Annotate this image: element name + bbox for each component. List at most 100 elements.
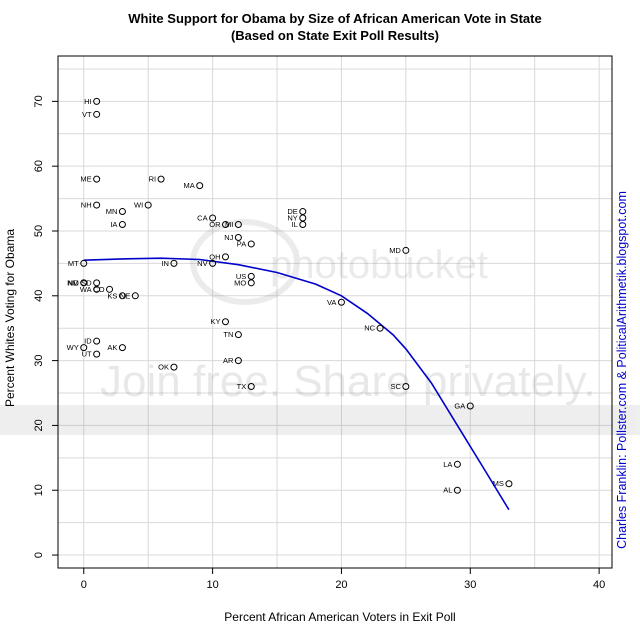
data-point-tx [247, 383, 255, 391]
point-label-mn: MN [106, 207, 118, 216]
data-point-nc [376, 324, 384, 332]
point-label-tn: TN [223, 330, 233, 339]
data-point-de [299, 208, 307, 216]
y-tick-label: 40 [33, 290, 45, 302]
data-point-la [453, 460, 461, 468]
point-label-ar: AR [223, 356, 234, 365]
point-label-wa: WA [80, 285, 92, 294]
y-tick-label: 0 [33, 552, 45, 558]
data-point-wy [80, 344, 88, 352]
data-point-va [337, 298, 345, 306]
data-point-mo [247, 279, 255, 287]
data-point-ri [157, 175, 165, 183]
point-label-nh: NH [81, 201, 92, 210]
point-label-ia: IA [110, 220, 117, 229]
point-label-ri: RI [149, 175, 157, 184]
point-label-sc: SC [390, 382, 401, 391]
data-point-ok [170, 363, 178, 371]
point-label-al: AL [443, 486, 452, 495]
data-point-ky [221, 318, 229, 326]
point-label-pa: PA [237, 239, 246, 248]
point-label-la: LA [443, 460, 452, 469]
data-point-oh [221, 253, 229, 261]
x-tick-label: 40 [593, 579, 605, 591]
point-label-ak: AK [107, 343, 117, 352]
point-label-mo: MO [234, 278, 246, 287]
data-point-ia [118, 221, 126, 229]
point-label-ga: GA [454, 401, 465, 410]
y-axis: 0 10 20 30 40 50 60 70 [33, 95, 58, 558]
y-tick-label: 70 [33, 95, 45, 107]
point-label-md: MD [389, 246, 401, 255]
data-point-ar [234, 357, 242, 365]
chart-subtitle: (Based on State Exit Poll Results) [231, 28, 439, 43]
point-label-ky: KY [210, 317, 220, 326]
data-point-id [93, 337, 101, 345]
x-axis: 0 10 20 30 40 [81, 568, 605, 591]
point-label-ma: MA [183, 181, 194, 190]
watermark: photobucket Join free. Share privately. [0, 219, 640, 435]
data-point-ne [131, 292, 139, 300]
data-point-ks [118, 292, 126, 300]
point-label-nd: ND [68, 278, 79, 287]
point-label-or: OR [209, 220, 221, 229]
data-point-nj [234, 233, 242, 241]
point-label-sd: SD [81, 278, 92, 287]
data-point-nm [80, 279, 88, 287]
point-label-va: VA [327, 298, 336, 307]
point-label-ne: NE [120, 291, 130, 300]
data-point-mt [80, 259, 88, 267]
y-tick-label: 20 [33, 419, 45, 431]
data-point-me [93, 175, 101, 183]
point-label-co: CO [93, 285, 104, 294]
watermark-logo [190, 219, 300, 305]
watermark-band [0, 405, 640, 435]
trend-line-layer [83, 257, 510, 511]
data-point-ga [466, 402, 474, 410]
y-axis-title: Percent Whites Voting for Obama [3, 229, 17, 407]
x-tick-label: 30 [464, 579, 476, 591]
point-label-mt: MT [68, 259, 79, 268]
x-axis-title: Percent African American Voters in Exit … [224, 610, 455, 624]
data-point-in [170, 259, 178, 267]
point-label-ut: UT [82, 350, 92, 359]
point-label-ks: KS [107, 291, 117, 300]
data-point-nv [209, 259, 217, 267]
x-tick-label: 20 [335, 579, 347, 591]
data-point-us [247, 272, 255, 280]
point-label-il: IL [292, 220, 298, 229]
point-label-wi: WI [134, 201, 143, 210]
data-point-nh [93, 201, 101, 209]
credit-text: Charles Franklin: Pollster.com & Politic… [615, 191, 629, 549]
data-point-ms [505, 480, 513, 488]
data-point-md [402, 246, 410, 254]
data-point-or [221, 221, 229, 229]
point-label-ok: OK [158, 363, 169, 372]
data-point-pa [247, 240, 255, 248]
data-point-wa [93, 285, 101, 293]
data-point-co [106, 285, 114, 293]
data-point-il [299, 221, 307, 229]
point-label-nj: NJ [224, 233, 233, 242]
data-point-ak [118, 344, 126, 352]
data-point-ca [209, 214, 217, 222]
y-tick-label: 50 [33, 225, 45, 237]
data-point-hi [93, 97, 101, 105]
point-label-nv: NV [197, 259, 207, 268]
point-label-vt: VT [82, 110, 92, 119]
point-label-wy: WY [67, 343, 79, 352]
data-point-ut [93, 350, 101, 358]
y-tick-label: 10 [33, 484, 45, 496]
data-point-mi [234, 221, 242, 229]
data-point-ny [299, 214, 307, 222]
grid [58, 56, 612, 568]
point-label-oh: OH [209, 252, 220, 261]
point-label-ms: MS [493, 479, 504, 488]
point-label-in: IN [161, 259, 169, 268]
data-point-wi [144, 201, 152, 209]
data-point-ma [196, 182, 204, 190]
watermark-text: Join free. Share privately. [100, 357, 596, 406]
point-label-ca: CA [197, 214, 207, 223]
